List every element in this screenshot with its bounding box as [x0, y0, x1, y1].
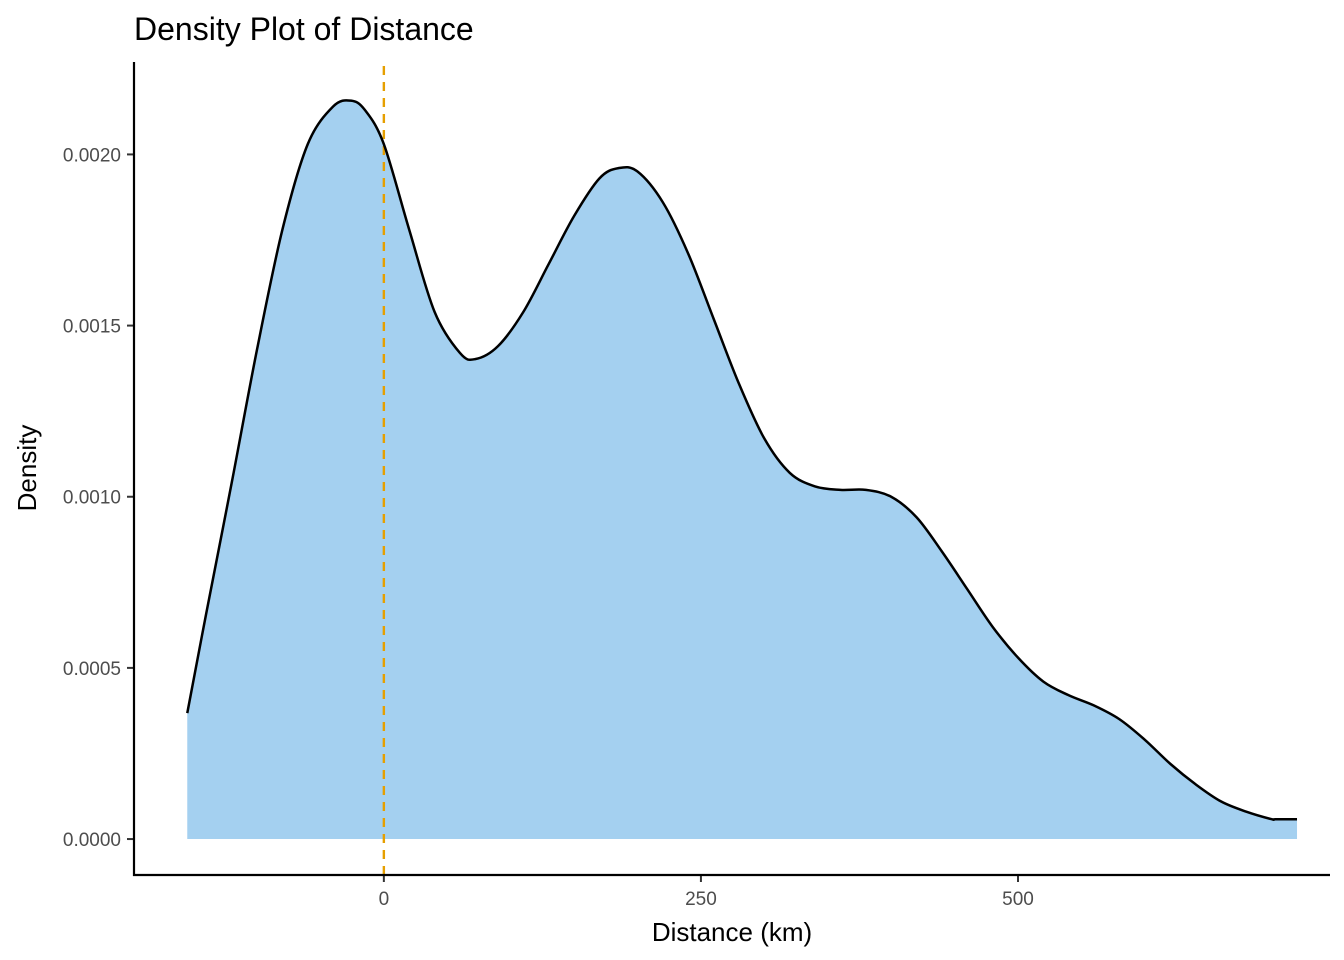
y-axis-label: Density [12, 425, 42, 512]
y-tick-label: 0.0000 [63, 830, 121, 851]
density-curve [186, 99, 1298, 822]
x-axis-label: Distance (km) [652, 917, 812, 947]
x-axis-ticks: 0 250 500 [379, 875, 1034, 910]
y-tick-label: 0.0005 [63, 659, 121, 680]
density-area [187, 100, 1298, 840]
x-tick-label: 0 [379, 889, 390, 910]
y-axis-ticks: 0.0000 0.0005 0.0010 0.0015 0.0020 [63, 145, 134, 851]
y-tick-label: 0.0015 [63, 317, 121, 338]
x-tick-label: 250 [685, 889, 717, 910]
plot-area [186, 66, 1298, 875]
y-tick-label: 0.0010 [63, 488, 121, 509]
chart-title: Density Plot of Distance [134, 11, 474, 47]
x-tick-label: 500 [1002, 889, 1034, 910]
y-tick-label: 0.0020 [63, 145, 121, 166]
